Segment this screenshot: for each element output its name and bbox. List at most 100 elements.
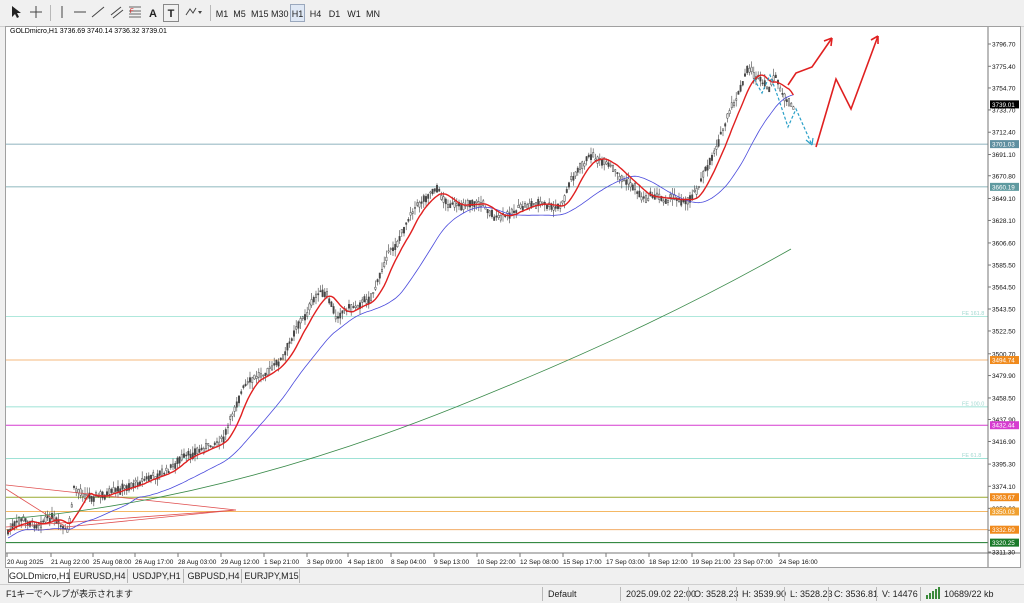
candle-body bbox=[451, 202, 454, 205]
price-label: 3564.50 bbox=[992, 285, 1016, 292]
candle-body bbox=[587, 154, 590, 158]
candle-body bbox=[774, 74, 777, 78]
candle-body bbox=[385, 256, 388, 261]
fibonacci-icon[interactable]: F bbox=[127, 4, 143, 22]
red-arrow-lower[interactable] bbox=[815, 35, 879, 148]
candle-body bbox=[350, 304, 353, 312]
fib-level-label: FE 100.0 bbox=[962, 401, 984, 407]
time-label: 8 Sep 04:00 bbox=[391, 559, 426, 566]
price-tag bbox=[990, 356, 1019, 365]
tab-goldmicro-h1[interactable]: GOLDmicro,H1 bbox=[8, 569, 71, 583]
candle-body bbox=[48, 517, 51, 523]
tab-usdjpy-h1[interactable]: USDJPY,H1 bbox=[130, 569, 184, 583]
time-label: 20 Aug 2025 bbox=[7, 559, 44, 566]
status-divider bbox=[736, 587, 737, 601]
timeframe-m15[interactable]: M15 bbox=[251, 9, 269, 19]
candle-body bbox=[295, 326, 298, 330]
toolbar-separator bbox=[210, 5, 211, 21]
candle-body bbox=[273, 363, 276, 366]
candle-body bbox=[469, 200, 471, 208]
price-chart[interactable]: FE 161.8 FE 100.0 FE 61.8 3796.70 3775.40 37… bbox=[6, 27, 1020, 567]
triangle-drawing[interactable] bbox=[6, 484, 237, 528]
timeframe-w1[interactable]: W1 bbox=[347, 9, 361, 19]
toolbar-separator bbox=[50, 5, 51, 21]
candle-body bbox=[167, 470, 170, 473]
candle-body bbox=[84, 493, 86, 499]
candle-body bbox=[108, 488, 111, 495]
crosshair-icon[interactable] bbox=[27, 4, 45, 22]
candle-body bbox=[130, 482, 133, 488]
vertical-line-icon[interactable] bbox=[55, 4, 69, 22]
candle-body bbox=[244, 383, 247, 386]
candle-body bbox=[625, 179, 628, 185]
tab-eurusd-h4[interactable]: EURUSD,H4 bbox=[72, 569, 128, 583]
candle-body bbox=[59, 525, 62, 528]
candle-body bbox=[123, 485, 126, 489]
tab-eurjpy-m15[interactable]: EURJPY,M15 bbox=[244, 569, 300, 583]
shapes-dropdown-icon[interactable] bbox=[183, 4, 205, 22]
text-label-icon[interactable]: T bbox=[163, 4, 179, 22]
cursor-icon[interactable] bbox=[8, 4, 24, 22]
candle-body bbox=[447, 204, 449, 208]
timeframe-m5[interactable]: M5 bbox=[233, 9, 246, 19]
candle-body bbox=[246, 381, 249, 384]
candle-body bbox=[348, 304, 350, 309]
time-label: 21 Aug 22:00 bbox=[51, 559, 90, 566]
text-icon[interactable]: A bbox=[149, 8, 157, 20]
candle-body bbox=[20, 518, 23, 522]
candle-body bbox=[594, 158, 597, 161]
candle-body bbox=[436, 185, 438, 193]
red-arrow-upper[interactable] bbox=[787, 37, 833, 86]
candle-body bbox=[189, 453, 192, 458]
time-label: 12 Sep 08:00 bbox=[520, 559, 559, 566]
timeframe-h4[interactable]: H4 bbox=[309, 9, 322, 19]
timeframe-d1[interactable]: D1 bbox=[328, 9, 341, 19]
channel-icon[interactable] bbox=[109, 4, 125, 22]
tab-gbpusd-h4[interactable]: GBPUSD,H4 bbox=[186, 569, 242, 583]
candle-body bbox=[205, 443, 207, 449]
status-divider bbox=[828, 587, 829, 601]
time-label: 9 Sep 13:00 bbox=[434, 559, 469, 566]
candle-body bbox=[642, 196, 645, 199]
candle-body bbox=[42, 520, 45, 523]
candle-body bbox=[218, 441, 221, 446]
candle-body bbox=[304, 314, 306, 321]
candle-body bbox=[631, 184, 634, 191]
status-divider bbox=[542, 587, 543, 601]
candle-body bbox=[550, 203, 553, 210]
candle-body bbox=[576, 167, 579, 173]
chart-tabs: GOLDmicro,H1 EURUSD,H4 USDJPY,H1 GBPUSD,… bbox=[0, 569, 1024, 583]
price-tag-label: 3660.19 bbox=[992, 184, 1015, 191]
candle-body bbox=[726, 113, 729, 119]
timeframe-m30[interactable]: M30 bbox=[271, 9, 289, 19]
candle-body bbox=[495, 215, 498, 218]
timeframe-h1[interactable]: H1 bbox=[290, 4, 305, 22]
slow-moving-average bbox=[7, 94, 794, 539]
candle-body bbox=[662, 200, 665, 203]
fib-level-label: FE 161.8 bbox=[962, 311, 984, 317]
time-label: 29 Aug 12:00 bbox=[221, 559, 260, 566]
chart-window[interactable]: FE 161.8 FE 100.0 FE 61.8 3796.70 3775.40 37… bbox=[5, 26, 1021, 568]
candle-body bbox=[22, 516, 25, 522]
candle-body bbox=[640, 196, 643, 201]
trend-line-icon[interactable] bbox=[90, 4, 106, 22]
candle-body bbox=[323, 291, 326, 297]
triangle-edge[interactable] bbox=[6, 509, 237, 528]
candle-body bbox=[180, 454, 183, 461]
candle-body bbox=[618, 176, 621, 180]
horizontal-line-icon[interactable] bbox=[72, 4, 88, 22]
candle-body bbox=[453, 201, 456, 208]
timeframe-m1[interactable]: M1 bbox=[215, 9, 229, 19]
candle-body bbox=[572, 176, 575, 181]
timeframe-mn[interactable]: MN bbox=[366, 9, 380, 19]
bar-low: L: 3528.23 bbox=[790, 589, 833, 599]
candle-body bbox=[581, 161, 584, 170]
projection-dashed-line[interactable] bbox=[753, 73, 813, 146]
candle-body bbox=[90, 495, 93, 502]
candle-body bbox=[174, 463, 177, 469]
candle-body bbox=[361, 299, 364, 303]
candle-body bbox=[601, 159, 603, 166]
candle-body bbox=[308, 303, 311, 311]
price-tag bbox=[990, 507, 1019, 516]
candle-body bbox=[409, 212, 412, 216]
